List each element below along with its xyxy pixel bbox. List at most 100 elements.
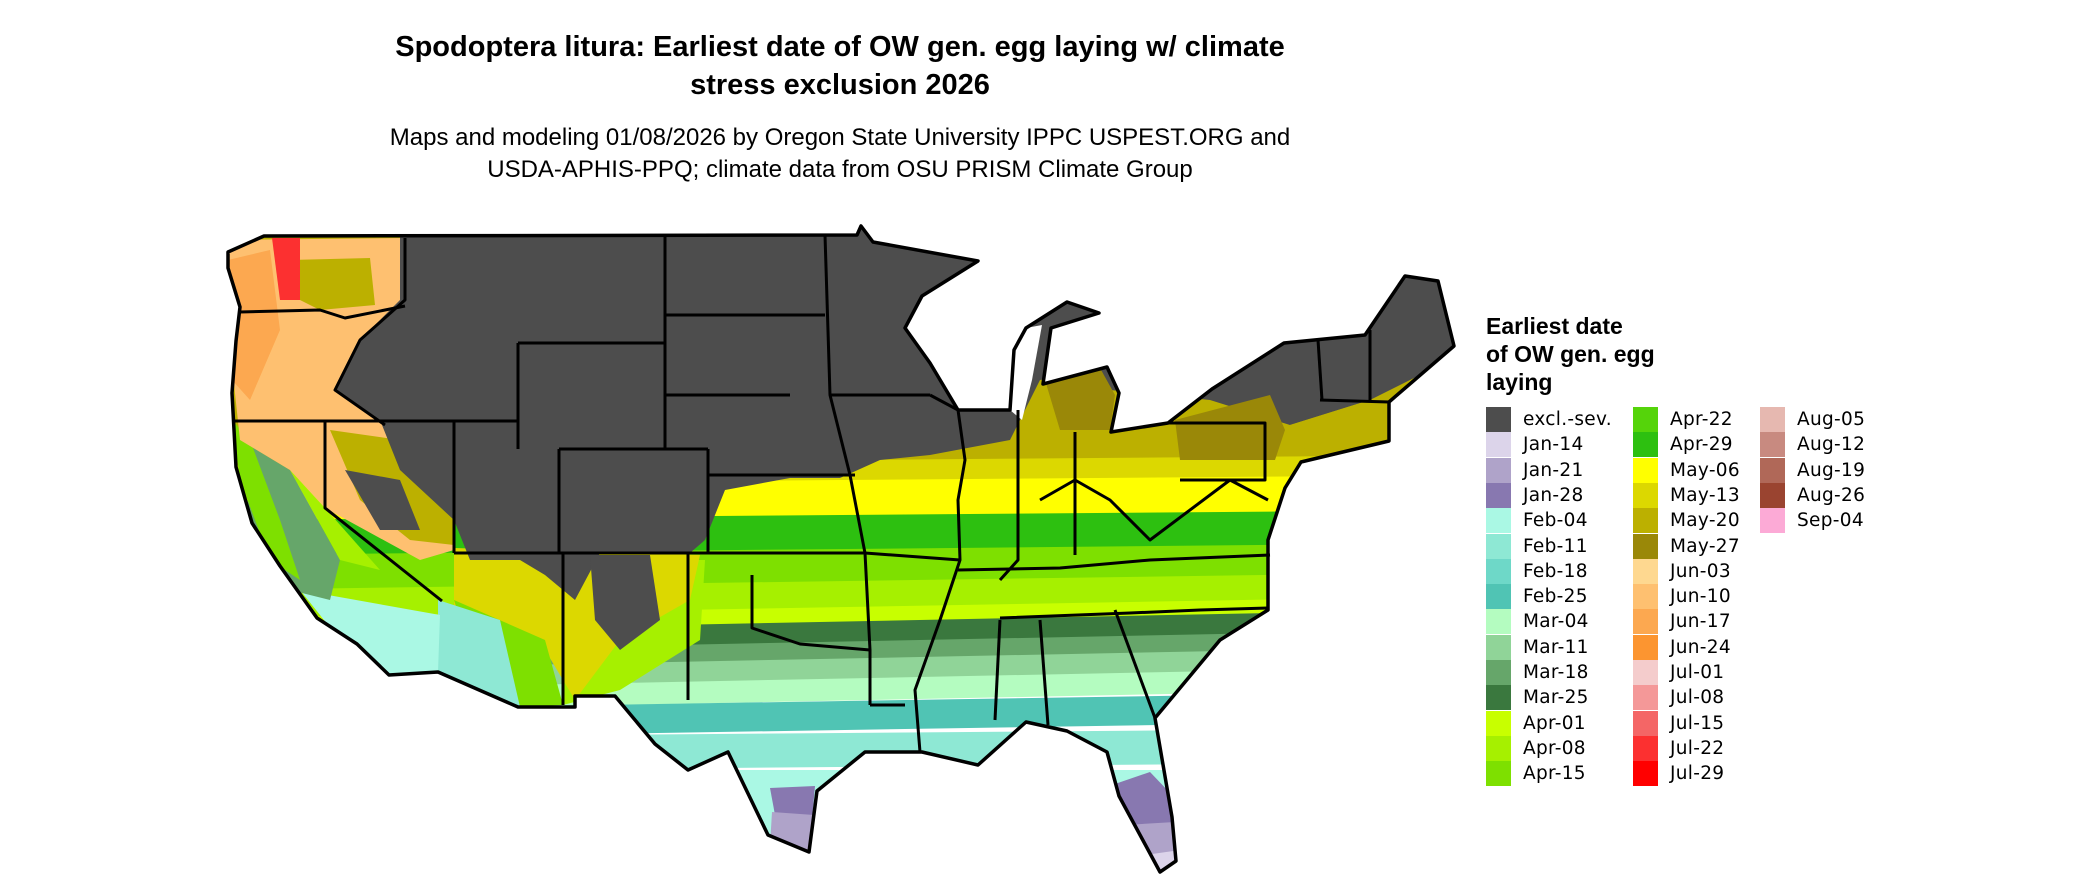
state-border	[998, 410, 1020, 582]
region-feb-04	[300, 590, 440, 675]
legend-label: Aug-05	[1797, 409, 1866, 430]
region-jul-22	[272, 238, 300, 300]
region-may-20	[1290, 400, 1385, 450]
legend-label: Aug-26	[1797, 484, 1866, 506]
legend-swatch	[1486, 558, 1511, 584]
legend-item: Feb-04	[1486, 508, 1588, 534]
legend-label: Feb-25	[1523, 586, 1588, 608]
legend-label: Mar-18	[1523, 662, 1589, 683]
legend-label: Mar-25	[1523, 687, 1589, 709]
region-may-27	[1175, 395, 1285, 460]
legend-title-line-3: laying	[1486, 369, 1553, 395]
legend-swatch	[1486, 685, 1511, 711]
legend-item: Jun-10	[1633, 584, 1731, 610]
legend-swatch	[1486, 609, 1511, 635]
region-apr-08	[290, 470, 380, 570]
region-may-20	[290, 258, 375, 310]
legend-item: Mar-25	[1486, 685, 1589, 711]
state-border	[1113, 609, 1157, 719]
legend-item: Jun-03	[1633, 558, 1731, 584]
legend-label: Jan-21	[1523, 459, 1584, 481]
legend-swatch	[1633, 508, 1658, 534]
legend-label: Jul-01	[1670, 662, 1725, 683]
legend-label: Jul-22	[1670, 737, 1725, 759]
legend-label: excl.-sev.	[1523, 409, 1612, 430]
legend-swatch	[1760, 508, 1785, 534]
lake-michigan	[1010, 325, 1042, 420]
legend-label: Jul-15	[1670, 712, 1725, 734]
region-apr-15	[232, 420, 300, 580]
legend-swatch	[1486, 660, 1511, 685]
state-borders	[232, 234, 1390, 753]
legend-item: Mar-11	[1486, 634, 1589, 660]
legend-label: Apr-01	[1523, 712, 1586, 734]
state-border	[999, 606, 1269, 620]
legend-swatch	[1633, 609, 1658, 635]
legend-label: Jun-03	[1670, 560, 1731, 582]
state-border	[864, 551, 961, 562]
legend-item: Apr-29	[1633, 432, 1733, 458]
state-border	[1319, 398, 1390, 404]
legend-swatch	[1633, 533, 1658, 559]
legend-item: Jul-15	[1633, 710, 1725, 736]
legend-title-line-2: of OW gen. egg	[1486, 341, 1655, 367]
legend-label: Jul-29	[1670, 763, 1725, 785]
legend-label: Jan-28	[1523, 484, 1584, 506]
legend-label: Apr-22	[1670, 409, 1733, 430]
legend-label: Jun-17	[1670, 611, 1731, 633]
legend-label: Jan-14	[1523, 434, 1584, 456]
legend-item: Feb-11	[1486, 533, 1588, 559]
legend-item: Aug-26	[1760, 482, 1866, 508]
legend-label: Apr-08	[1523, 737, 1586, 759]
map-fill-layers	[228, 226, 1454, 872]
legend-label: Jul-08	[1670, 687, 1725, 709]
legend-swatch	[1633, 710, 1658, 736]
legend-label: May-06	[1670, 459, 1740, 481]
state-border	[1168, 421, 1267, 482]
legend-item: May-06	[1633, 457, 1740, 483]
legend-item: Jul-22	[1633, 735, 1725, 761]
legend-swatch	[1760, 457, 1785, 483]
state-border	[823, 234, 872, 705]
legend-item: Jan-21	[1486, 457, 1584, 483]
legend-swatch	[1486, 432, 1511, 458]
legend-swatch	[1633, 735, 1658, 761]
legend-item: excl.-sev.	[1486, 407, 1612, 432]
legend-swatch	[1633, 558, 1658, 584]
legend-swatch	[1633, 482, 1658, 508]
state-border	[239, 304, 406, 320]
us-outline	[226, 224, 1456, 874]
legend-label: Feb-04	[1523, 510, 1588, 532]
state-border	[323, 421, 443, 603]
state-border	[333, 238, 407, 427]
legend-item: Jul-08	[1633, 685, 1725, 711]
legend-label: Feb-11	[1523, 535, 1588, 557]
legend-title-line-1: Earliest date	[1486, 313, 1623, 339]
legend-swatch	[1633, 457, 1658, 483]
legend-item: Feb-25	[1486, 584, 1588, 610]
legend-label: Jun-24	[1670, 636, 1731, 658]
legend-item: May-27	[1633, 533, 1740, 559]
state-border	[993, 619, 1002, 721]
legend-swatch	[1486, 407, 1511, 432]
state-border	[1038, 619, 1050, 726]
legend-item: Mar-18	[1486, 660, 1589, 685]
region-jan-28	[770, 786, 815, 820]
legend-label: Jun-10	[1670, 586, 1731, 608]
region-excl.-sev.	[590, 555, 660, 650]
map-subtitle: Maps and modeling 01/08/2026 by Oregon S…	[240, 122, 1440, 186]
legend-item: Jun-17	[1633, 609, 1731, 635]
title-line-2: stress exclusion 2026	[690, 69, 990, 101]
legend-swatch	[1760, 407, 1785, 432]
legend-item: Jul-01	[1633, 660, 1724, 685]
legend-swatch	[1486, 533, 1511, 559]
legend-swatch	[1486, 735, 1511, 761]
legend-item: Aug-19	[1760, 457, 1865, 483]
legend-item: Jul-29	[1633, 761, 1725, 787]
legend-swatch	[1760, 482, 1785, 508]
legend-swatch	[1486, 482, 1511, 508]
legend-label: Mar-11	[1523, 636, 1589, 658]
region-may-27	[1045, 368, 1115, 430]
legend-label: Apr-15	[1523, 763, 1586, 785]
